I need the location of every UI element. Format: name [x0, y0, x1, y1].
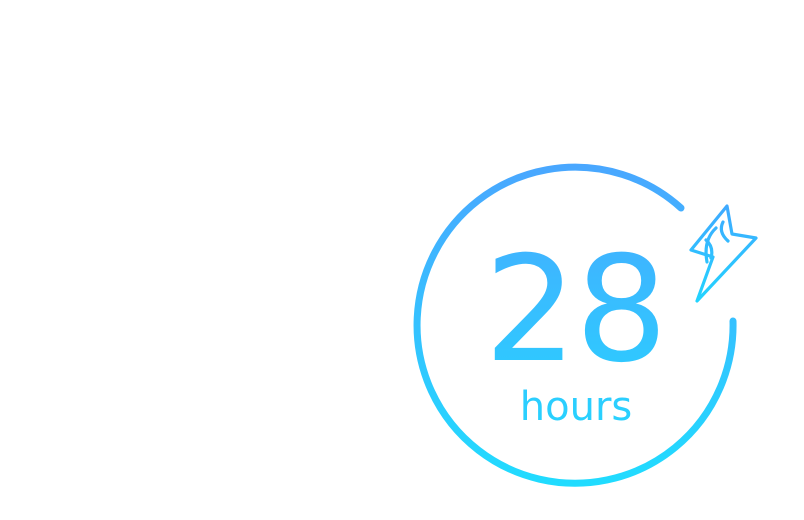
hours-value: 28: [484, 225, 666, 395]
progress-ring: [413, 163, 737, 487]
lightning-bolt-icon: [689, 204, 758, 303]
hours-unit-label: hours: [520, 384, 632, 430]
